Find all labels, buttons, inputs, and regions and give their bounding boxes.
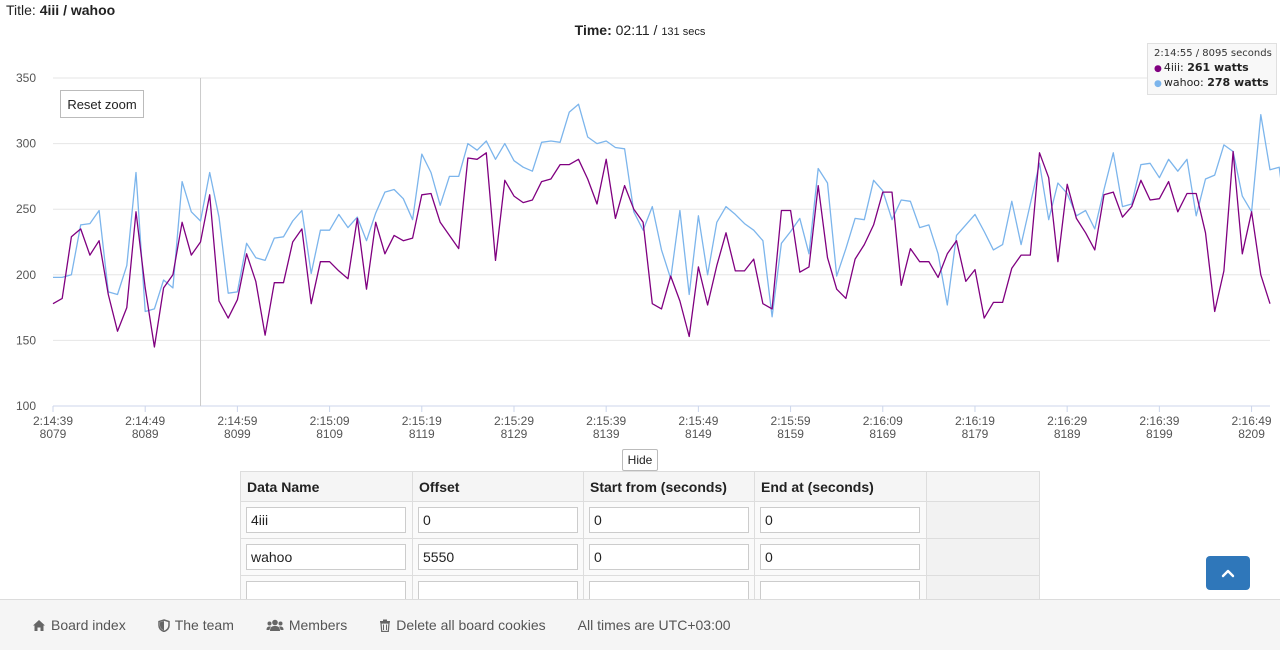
y-tick-label: 300 bbox=[16, 137, 36, 151]
time-separator: / bbox=[653, 22, 658, 38]
x-tick-time-label: 2:15:29 bbox=[494, 414, 534, 428]
tooltip-series-value: 278 watts bbox=[1207, 76, 1269, 89]
tooltip-series-value: 261 watts bbox=[1187, 61, 1249, 74]
hide-table-button[interactable]: Hide bbox=[622, 449, 658, 471]
header-data-name: Data Name bbox=[240, 471, 413, 502]
title-value: 4iii / wahoo bbox=[39, 2, 116, 18]
row-empty-cell bbox=[926, 538, 1040, 576]
x-tick-time-label: 2:16:29 bbox=[1047, 414, 1087, 428]
x-tick-time-label: 2:15:39 bbox=[586, 414, 626, 428]
y-tick-label: 200 bbox=[16, 268, 36, 282]
table-row bbox=[240, 501, 1040, 539]
data-name-input[interactable] bbox=[246, 507, 406, 533]
footer-delete-cookies-label: Delete all board cookies bbox=[396, 617, 546, 633]
trash-icon bbox=[380, 619, 391, 632]
chevron-up-icon bbox=[1221, 569, 1235, 578]
start-from-input[interactable] bbox=[589, 507, 749, 533]
footer-timezone: All times are UTC+03:00 bbox=[578, 617, 731, 633]
x-tick-seconds-label: 8099 bbox=[224, 427, 251, 441]
home-icon bbox=[33, 619, 45, 631]
x-tick-seconds-label: 8129 bbox=[501, 427, 528, 441]
title-prefix: Title: bbox=[6, 2, 36, 18]
data-settings-table: Data Name Offset Start from (seconds) En… bbox=[240, 471, 1040, 613]
x-tick-time-label: 2:15:09 bbox=[310, 414, 350, 428]
footer-board-index-label: Board index bbox=[51, 617, 126, 633]
users-icon bbox=[266, 619, 284, 631]
x-tick-seconds-label: 8119 bbox=[409, 427, 435, 441]
data-name-input[interactable] bbox=[246, 544, 406, 570]
x-tick-seconds-label: 8209 bbox=[1238, 427, 1265, 441]
x-tick-time-label: 2:16:49 bbox=[1232, 414, 1272, 428]
x-tick-seconds-label: 8149 bbox=[685, 427, 712, 441]
tooltip-header: 2:14:55 / 8095 seconds bbox=[1154, 48, 1272, 59]
footer-members-link[interactable]: Members bbox=[266, 617, 347, 633]
x-tick-time-label: 2:16:09 bbox=[863, 414, 903, 428]
offset-input[interactable] bbox=[418, 507, 578, 533]
row-empty-cell bbox=[926, 501, 1040, 539]
page-title: Title: 4iii / wahoo bbox=[6, 2, 115, 18]
start-from-input[interactable] bbox=[589, 544, 749, 570]
x-tick-seconds-label: 8159 bbox=[777, 427, 804, 441]
tooltip-row-wahoo: ● wahoo: 278 watts bbox=[1154, 76, 1269, 89]
x-tick-seconds-label: 8169 bbox=[869, 427, 896, 441]
x-tick-time-label: 2:14:39 bbox=[33, 414, 73, 428]
y-tick-label: 100 bbox=[16, 399, 36, 413]
x-tick-time-label: 2:15:19 bbox=[402, 414, 442, 428]
x-tick-time-label: 2:14:49 bbox=[125, 414, 165, 428]
y-tick-label: 350 bbox=[16, 71, 36, 85]
table-header-row: Data Name Offset Start from (seconds) En… bbox=[240, 471, 1040, 502]
x-tick-time-label: 2:14:59 bbox=[217, 414, 257, 428]
x-tick-seconds-label: 8089 bbox=[132, 427, 159, 441]
offset-input[interactable] bbox=[418, 544, 578, 570]
shield-icon bbox=[157, 618, 170, 632]
chart-tooltip: 2:14:55 / 8095 seconds ● 4iii: 261 watts … bbox=[1147, 43, 1277, 95]
scroll-to-top-button[interactable] bbox=[1206, 556, 1250, 590]
footer-members-label: Members bbox=[288, 617, 348, 633]
y-tick-label: 250 bbox=[16, 202, 36, 216]
time-value: 02:11 bbox=[615, 22, 650, 38]
seconds-value: 131 secs bbox=[661, 26, 706, 38]
header-start-from: Start from (seconds) bbox=[583, 471, 755, 502]
footer-team-label: The team bbox=[174, 617, 234, 633]
series-line-4iii[interactable] bbox=[52, 150, 1271, 348]
header-offset: Offset bbox=[412, 471, 584, 502]
time-display: Time: 02:11 / 131 secs bbox=[0, 22, 1280, 38]
footer-team-link[interactable]: The team bbox=[157, 617, 234, 633]
footer-bar: Board index The team Members Delete all … bbox=[0, 599, 1280, 650]
x-tick-seconds-label: 8139 bbox=[593, 427, 620, 441]
reset-zoom-button[interactable]: Reset zoom bbox=[60, 90, 144, 118]
tooltip-row-4iii: ● 4iii: 261 watts bbox=[1154, 61, 1249, 74]
tooltip-series-name: wahoo bbox=[1163, 76, 1201, 89]
x-tick-seconds-label: 8079 bbox=[40, 427, 67, 441]
footer-timezone-label: All times are UTC+03:00 bbox=[577, 617, 731, 633]
x-tick-seconds-label: 8199 bbox=[1146, 427, 1173, 441]
footer-board-index-link[interactable]: Board index bbox=[32, 617, 126, 633]
y-tick-label: 150 bbox=[16, 333, 36, 347]
table-row bbox=[240, 538, 1040, 576]
tooltip-series-name: 4iii bbox=[1163, 61, 1181, 74]
footer-delete-cookies-link[interactable]: Delete all board cookies bbox=[379, 617, 546, 633]
end-at-input[interactable] bbox=[760, 544, 920, 570]
series-dot-icon: ● bbox=[1154, 64, 1162, 74]
header-empty bbox=[926, 471, 1040, 502]
series-dot-icon: ● bbox=[1154, 79, 1162, 89]
x-tick-seconds-label: 8179 bbox=[962, 427, 989, 441]
end-at-input[interactable] bbox=[760, 507, 920, 533]
x-tick-time-label: 2:16:19 bbox=[955, 414, 995, 428]
x-tick-time-label: 2:15:59 bbox=[771, 414, 811, 428]
x-tick-time-label: 2:15:49 bbox=[678, 414, 718, 428]
x-tick-seconds-label: 8189 bbox=[1054, 427, 1081, 441]
header-end-at: End at (seconds) bbox=[754, 471, 927, 502]
series-line-wahoo[interactable] bbox=[53, 103, 1280, 318]
time-label: Time: bbox=[574, 22, 612, 38]
x-tick-time-label: 2:16:39 bbox=[1139, 414, 1179, 428]
x-tick-seconds-label: 8109 bbox=[316, 427, 343, 441]
